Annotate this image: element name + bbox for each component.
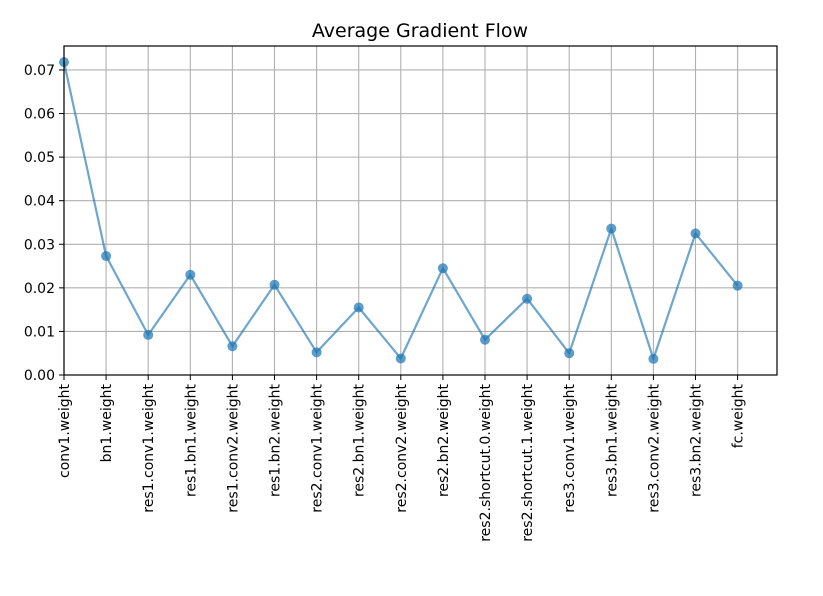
x-tick-label: res2.bn1.weight xyxy=(352,384,368,498)
x-axis: conv1.weight bn1.weight res1.conv1.weight r… xyxy=(57,375,747,542)
x-tick-label: res2.conv2.weight xyxy=(394,383,410,512)
data-point xyxy=(690,228,701,239)
data-point xyxy=(648,353,659,364)
data-point xyxy=(353,302,364,313)
x-tick-label: res3.conv1.weight xyxy=(562,383,578,512)
x-tick-label: res2.shortcut.0.weight xyxy=(478,383,494,541)
x-tick-label: res1.conv1.weight xyxy=(141,383,157,512)
y-tick-label: 0.04 xyxy=(24,194,55,210)
y-tick-label: 0.07 xyxy=(24,63,55,79)
x-tick-label: res2.conv1.weight xyxy=(310,383,326,512)
y-tick-label: 0.02 xyxy=(24,281,55,297)
x-tick-label: res1.bn1.weight xyxy=(183,384,199,498)
data-point xyxy=(311,347,322,358)
data-point xyxy=(606,223,617,234)
y-tick-label: 0.06 xyxy=(24,107,55,123)
y-tick-label: 0.03 xyxy=(24,237,55,253)
y-tick-label: 0.01 xyxy=(24,324,55,340)
y-tick-label: 0.00 xyxy=(24,368,55,384)
data-point xyxy=(395,353,406,364)
data-point xyxy=(185,269,196,280)
grid xyxy=(63,46,777,376)
x-tick-label: conv1.weight xyxy=(57,383,73,477)
data-point xyxy=(732,280,743,291)
data-point xyxy=(564,348,575,359)
x-tick-label: res3.conv2.weight xyxy=(646,383,662,512)
x-tick-label: res1.conv2.weight xyxy=(225,383,241,512)
data-points xyxy=(59,57,743,364)
x-tick-label: res2.bn2.weight xyxy=(436,384,452,498)
data-point xyxy=(437,263,448,274)
data-point xyxy=(143,329,154,340)
plot-frame xyxy=(63,45,778,376)
x-tick-label: res3.bn1.weight xyxy=(604,384,620,498)
data-point xyxy=(227,341,238,352)
x-tick-label: res3.bn2.weight xyxy=(689,384,705,498)
x-tick-label: bn1.weight xyxy=(99,383,115,462)
data-point xyxy=(101,251,112,262)
chart-title: Average Gradient Flow xyxy=(312,20,528,42)
data-point xyxy=(522,293,533,304)
x-tick-label: res1.bn2.weight xyxy=(268,384,284,498)
y-tick-label: 0.05 xyxy=(24,150,55,166)
x-tick-label: fc.weight xyxy=(731,383,747,448)
y-axis: 0.00 0.01 0.02 0.03 0.04 0.05 0.06 0.07 xyxy=(24,63,64,384)
x-tick-label: res2.shortcut.1.weight xyxy=(520,383,536,541)
data-point xyxy=(480,334,490,345)
data-point xyxy=(269,279,280,290)
